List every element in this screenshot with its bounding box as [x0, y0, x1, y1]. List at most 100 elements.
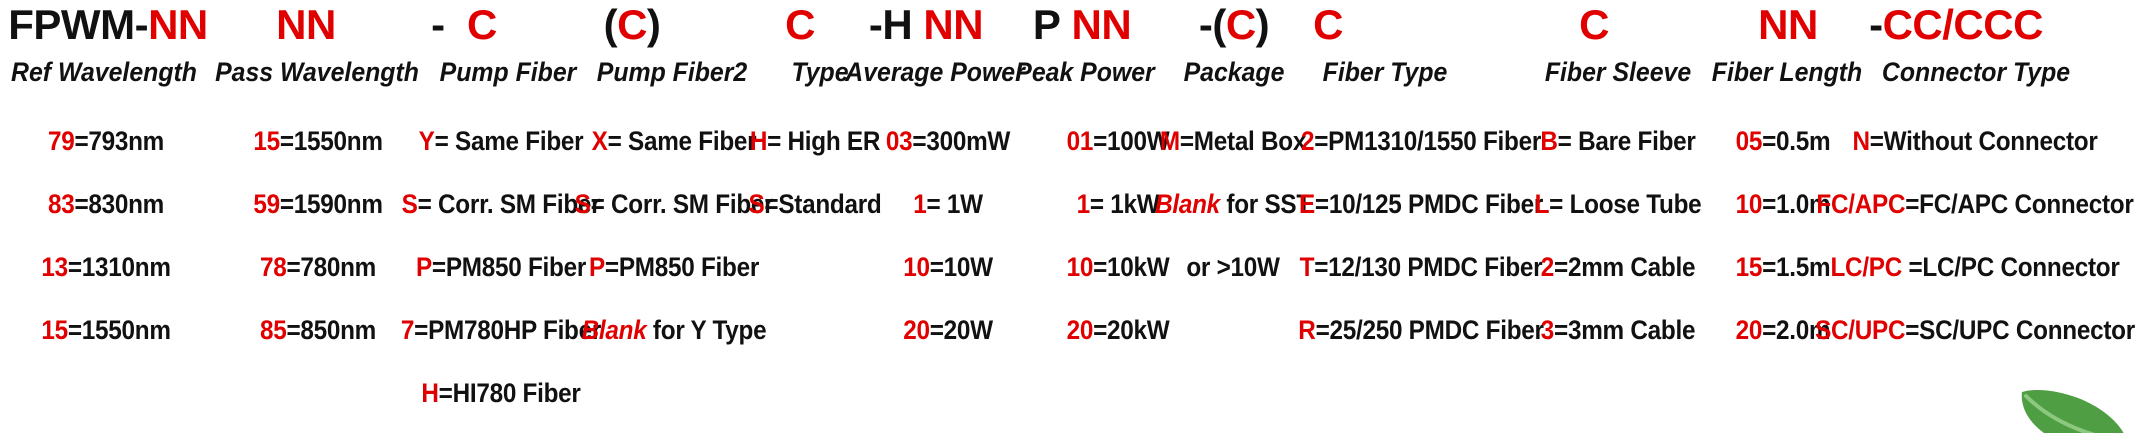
highlight-segment: 15	[41, 315, 68, 345]
code-fiber-length: NN	[1758, 2, 1818, 48]
item-package-row1: M=Metal Box	[1159, 124, 1307, 158]
text-segment: = Same Fiber	[607, 126, 757, 156]
highlight-segment: S	[574, 189, 591, 219]
item-pump-fiber2-row4: Blank for Y Type	[582, 313, 767, 347]
highlight-segment: C	[466, 1, 497, 48]
item-peak-power-row4: 20=20kW	[1067, 313, 1170, 347]
text-segment: =1550nm	[279, 126, 383, 156]
text-segment: = High ER	[767, 126, 881, 156]
text-segment: =2.0m	[1762, 315, 1831, 345]
highlight-segment: 10	[903, 252, 930, 282]
highlight-segment: 01	[1066, 126, 1094, 156]
label-pass-wavelength: Pass Wavelength	[215, 57, 419, 87]
item-fiber-type-row3: T=12/130 PMDC Fiber	[1300, 250, 1543, 284]
highlight-segment: NN	[1071, 1, 1132, 48]
label-type: Type	[791, 57, 849, 87]
text-segment: =LC/PC Connector	[1908, 252, 2120, 282]
label-peak-power: Peak Power	[1015, 57, 1155, 87]
text-segment: =SC/UPC Connector	[1905, 315, 2135, 345]
item-peak-power-row3: 10=10kW	[1067, 250, 1170, 284]
text-segment: P	[1032, 1, 1072, 48]
highlight-segment: R	[1298, 315, 1316, 345]
code-type: C	[785, 2, 815, 48]
text-segment: =300mW	[912, 126, 1011, 156]
text-segment: =25/250 PMDC Fiber	[1315, 315, 1544, 345]
highlight-segment: Blank	[1155, 189, 1220, 219]
highlight-segment: 20	[1735, 315, 1763, 345]
item-fiber-length-row2: 10=1.0m	[1736, 187, 1831, 221]
text-segment: =3mm Cable	[1554, 315, 1696, 345]
text-segment: = 1kW	[1089, 189, 1160, 219]
label-average-power: Average Power	[845, 57, 1025, 87]
highlight-segment: T	[1299, 252, 1315, 282]
highlight-segment: 1	[1076, 189, 1091, 219]
code-package: -(C)	[1198, 1, 1270, 48]
text-segment: =FC/APC Connector	[1905, 189, 2134, 219]
item-ref-wavelength-row2: 83=830nm	[48, 187, 164, 221]
item-connector-type-row2: FC/APC=FC/APC Connector	[1816, 187, 2133, 221]
highlight-segment: 78	[259, 252, 287, 282]
highlight-segment: 05	[1735, 126, 1763, 156]
text-segment: -H	[868, 1, 924, 48]
highlight-segment: L	[1534, 189, 1550, 219]
text-segment: =0.5m	[1762, 126, 1831, 156]
text-segment: =1550nm	[67, 315, 171, 345]
highlight-segment: C	[1313, 1, 1343, 48]
highlight-segment: B	[1540, 126, 1558, 156]
item-pump-fiber-row5: H=HI780 Fiber	[421, 376, 581, 410]
highlight-segment: X	[591, 126, 608, 156]
text-segment: -	[1869, 1, 1883, 48]
label-ref-wavelength: Ref Wavelength	[11, 57, 197, 87]
highlight-segment: E	[1298, 189, 1315, 219]
item-pump-fiber-row3: P=PM850 Fiber	[416, 250, 586, 284]
highlight-segment: P	[415, 252, 432, 282]
item-average-power-row4: 20=20W	[903, 313, 993, 347]
text-segment: =1.5m	[1762, 252, 1831, 282]
text-segment: = Corr. SM Fiber	[417, 189, 601, 219]
item-peak-power-row1: 01=100W	[1067, 124, 1170, 158]
item-pump-fiber-row2: S= Corr. SM Fiber	[402, 187, 601, 221]
text-segment: =Metal Box	[1179, 126, 1307, 156]
highlight-segment: 59	[253, 189, 280, 219]
label-package: Package	[1183, 57, 1285, 87]
highlight-segment: M	[1159, 126, 1180, 156]
highlight-segment: 3	[1540, 315, 1555, 345]
item-fiber-length-row1: 05=0.5m	[1736, 124, 1831, 158]
code-average-power: -H NN	[868, 1, 984, 48]
highlight-segment: N	[1852, 126, 1870, 156]
item-pass-wavelength-row1: 15=1550nm	[253, 124, 383, 158]
text-segment: =850nm	[286, 315, 377, 345]
text-segment: -(	[1198, 1, 1226, 48]
text-segment: =10kW	[1093, 252, 1170, 282]
text-segment: )	[646, 1, 661, 48]
item-fiber-length-row4: 20=2.0m	[1736, 313, 1831, 347]
leaf-icon	[2021, 390, 2124, 433]
text-segment: = Bare Fiber	[1557, 126, 1696, 156]
text-segment: =1310nm	[67, 252, 171, 282]
highlight-segment: NN	[148, 1, 208, 48]
item-connector-type-row4: SC/UPC=SC/UPC Connector	[1815, 313, 2135, 347]
text-segment: =PM850 Fiber	[431, 252, 587, 282]
text-segment: =PM850 Fiber	[604, 252, 760, 282]
item-fiber-type-row4: R=25/250 PMDC Fiber	[1298, 313, 1544, 347]
item-fiber-sleeve-row4: 3=3mm Cable	[1540, 313, 1696, 347]
item-fiber-type-row2: E=10/125 PMDC Fiber	[1299, 187, 1543, 221]
text-segment: = 1W	[926, 189, 983, 219]
item-pump-fiber2-row2: S= Corr. SM Fiber	[575, 187, 774, 221]
text-segment: =2mm Cable	[1554, 252, 1696, 282]
item-ref-wavelength-row1: 79=793nm	[48, 124, 164, 158]
highlight-segment: 03	[885, 126, 913, 156]
text-segment: =780nm	[286, 252, 377, 282]
item-package-row3: or >10W	[1186, 250, 1280, 284]
code-pump-fiber2: (C)	[604, 2, 661, 48]
highlight-segment: 83	[47, 189, 75, 219]
text-segment: =PM1310/1550 Fiber	[1314, 126, 1542, 156]
label-fiber-type: Fiber Type	[1322, 57, 1448, 87]
item-fiber-length-row3: 15=1.5m	[1736, 250, 1831, 284]
highlight-segment: NN	[923, 1, 984, 48]
item-average-power-row2: 1= 1W	[913, 187, 983, 221]
text-segment: -	[431, 1, 467, 48]
highlight-segment: P	[588, 252, 605, 282]
item-fiber-sleeve-row3: 2=2mm Cable	[1541, 250, 1696, 284]
